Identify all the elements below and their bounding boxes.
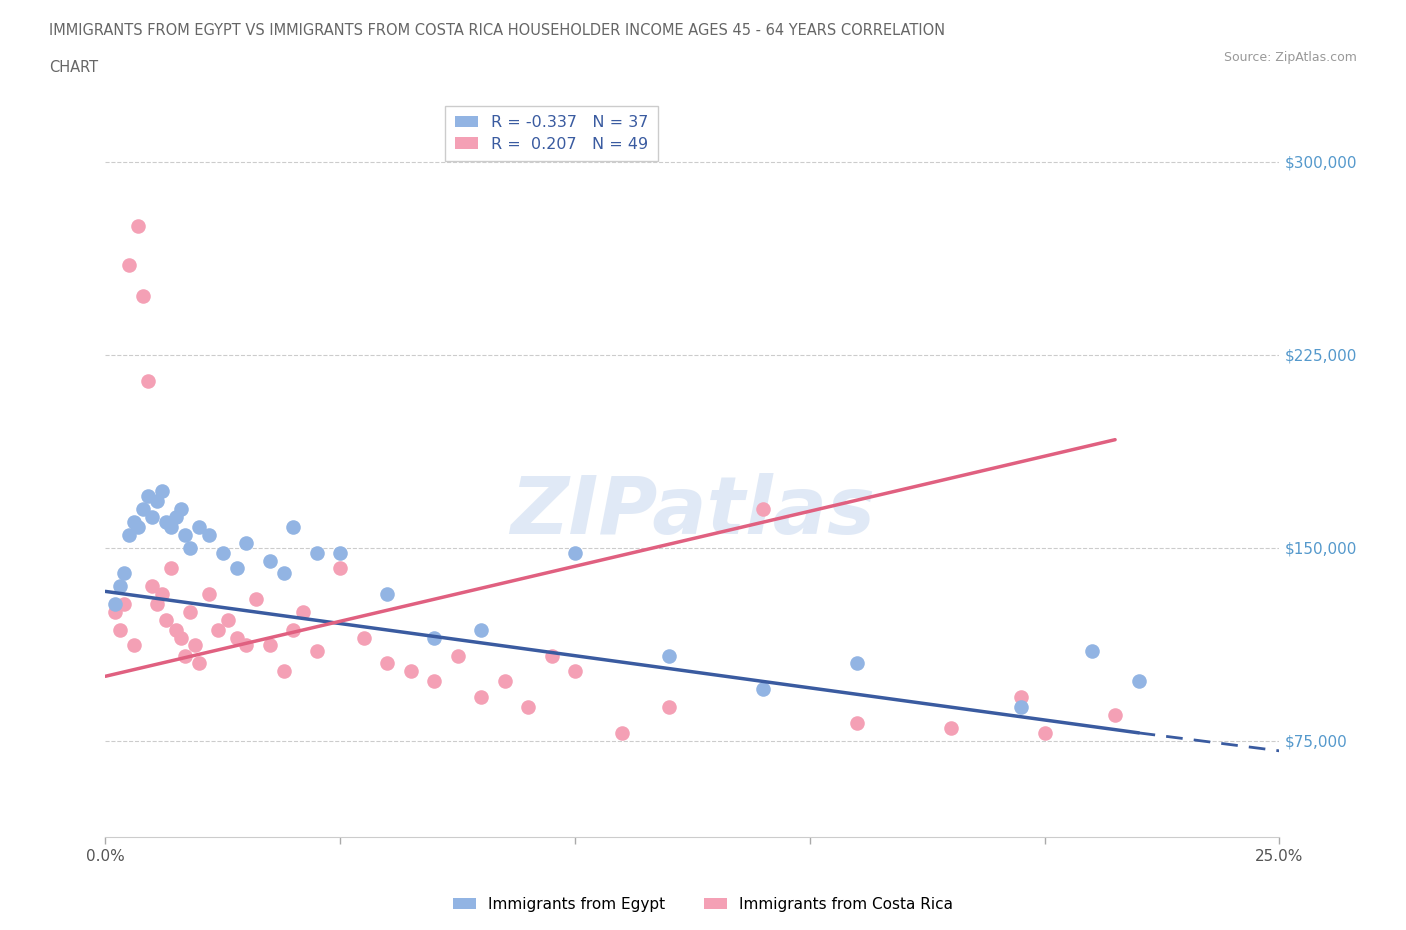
- Point: [305, 545, 328, 560]
- Point: [179, 604, 201, 619]
- Point: [165, 622, 187, 637]
- Point: [104, 597, 127, 612]
- Point: [136, 489, 159, 504]
- Point: [446, 648, 468, 663]
- Point: [165, 510, 187, 525]
- Point: [104, 604, 127, 619]
- Point: [226, 631, 249, 645]
- Point: [132, 501, 155, 516]
- Point: [160, 520, 183, 535]
- Point: [1010, 699, 1032, 714]
- Point: [1010, 689, 1032, 704]
- Point: [197, 587, 219, 602]
- Point: [423, 631, 446, 645]
- Point: [273, 566, 295, 581]
- Point: [517, 699, 540, 714]
- Point: [540, 648, 562, 663]
- Point: [399, 664, 422, 679]
- Point: [197, 527, 219, 542]
- Point: [259, 553, 281, 568]
- Legend: Immigrants from Egypt, Immigrants from Costa Rica: Immigrants from Egypt, Immigrants from C…: [447, 891, 959, 918]
- Point: [564, 545, 586, 560]
- Point: [375, 656, 398, 671]
- Point: [1128, 674, 1150, 689]
- Point: [353, 631, 375, 645]
- Point: [752, 682, 775, 697]
- Point: [146, 494, 169, 509]
- Point: [136, 373, 159, 388]
- Point: [108, 622, 131, 637]
- Point: [658, 648, 681, 663]
- Point: [470, 622, 492, 637]
- Point: [1033, 725, 1056, 740]
- Point: [658, 699, 681, 714]
- Legend: R = -0.337   N = 37, R =  0.207   N = 49: R = -0.337 N = 37, R = 0.207 N = 49: [444, 106, 658, 161]
- Point: [291, 604, 314, 619]
- Point: [423, 674, 446, 689]
- Point: [375, 587, 398, 602]
- Point: [939, 720, 962, 735]
- Point: [183, 638, 205, 653]
- Point: [160, 561, 183, 576]
- Point: [564, 664, 586, 679]
- Point: [188, 656, 211, 671]
- Point: [155, 514, 177, 529]
- Point: [259, 638, 281, 653]
- Point: [283, 622, 305, 637]
- Point: [122, 514, 145, 529]
- Point: [494, 674, 516, 689]
- Point: [207, 622, 229, 637]
- Point: [752, 501, 775, 516]
- Point: [305, 644, 328, 658]
- Point: [211, 545, 233, 560]
- Point: [217, 612, 239, 627]
- Point: [174, 648, 197, 663]
- Point: [235, 638, 257, 653]
- Point: [245, 591, 267, 606]
- Point: [273, 664, 295, 679]
- Point: [169, 631, 191, 645]
- Point: [112, 597, 135, 612]
- Point: [127, 219, 149, 233]
- Point: [169, 501, 191, 516]
- Point: [174, 527, 197, 542]
- Point: [112, 566, 135, 581]
- Point: [108, 578, 131, 593]
- Point: [146, 597, 169, 612]
- Point: [188, 520, 211, 535]
- Point: [150, 587, 173, 602]
- Point: [179, 540, 201, 555]
- Point: [118, 258, 141, 272]
- Point: [226, 561, 249, 576]
- Point: [845, 656, 868, 671]
- Point: [235, 535, 257, 550]
- Point: [150, 484, 173, 498]
- Point: [283, 520, 305, 535]
- Point: [329, 545, 352, 560]
- Point: [470, 689, 492, 704]
- Text: ZIPatlas: ZIPatlas: [510, 472, 875, 551]
- Point: [141, 510, 163, 525]
- Text: CHART: CHART: [49, 60, 98, 75]
- Point: [127, 520, 149, 535]
- Point: [118, 527, 141, 542]
- Point: [845, 715, 868, 730]
- Point: [1080, 644, 1102, 658]
- Point: [132, 288, 155, 303]
- Point: [122, 638, 145, 653]
- Point: [610, 725, 633, 740]
- Point: [141, 578, 163, 593]
- Point: [329, 561, 352, 576]
- Text: Source: ZipAtlas.com: Source: ZipAtlas.com: [1223, 51, 1357, 64]
- Point: [1104, 708, 1126, 723]
- Point: [155, 612, 177, 627]
- Text: IMMIGRANTS FROM EGYPT VS IMMIGRANTS FROM COSTA RICA HOUSEHOLDER INCOME AGES 45 -: IMMIGRANTS FROM EGYPT VS IMMIGRANTS FROM…: [49, 23, 945, 38]
